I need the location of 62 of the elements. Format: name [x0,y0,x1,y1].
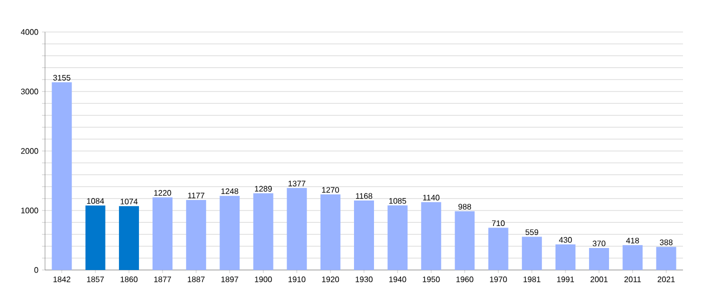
data-label: 418 [626,238,639,244]
data-label: 1377 [288,180,306,186]
bar [656,246,676,270]
bar [421,202,442,270]
x-tick-label: 1970 [490,276,507,282]
bar [118,206,139,270]
data-label: 1248 [221,188,238,194]
data-label: 988 [458,204,472,210]
x-tick-label: 2011 [624,276,641,282]
x-tick-label: 1857 [87,276,104,282]
bar [320,194,340,270]
bar [589,248,610,270]
data-label: 1168 [356,193,372,199]
data-label: 1270 [322,187,340,193]
x-tick-label: 1842 [54,276,70,282]
data-label: 1177 [188,192,204,198]
data-label: 1085 [389,198,406,204]
bar [85,205,106,270]
x-tick-label: 1897 [221,276,238,282]
bar [622,245,643,270]
x-tick-label: 2001 [590,276,608,282]
bar [354,200,374,270]
y-tick-label: 3000 [20,88,38,94]
y-tick-label: 1000 [21,208,38,214]
y-tick-label: 4000 [20,29,38,35]
bar [454,211,475,270]
x-tick-label: 1860 [120,276,138,282]
data-label: 710 [492,220,505,226]
data-label: 1140 [423,194,440,200]
data-label: 1220 [154,190,172,196]
data-label: 370 [592,240,606,246]
x-tick-label: 1940 [389,276,406,282]
y-tick-label: 0 [34,267,38,273]
data-label: 1289 [254,186,272,192]
x-tick-label: 1930 [356,276,373,282]
bar [522,236,542,270]
x-tick-label: 1991 [557,276,574,282]
bar [555,244,576,270]
data-label: 3155 [53,74,70,81]
x-tick-label: 1887 [188,276,205,282]
data-label: 388 [660,240,673,246]
x-tick-label: 1900 [254,276,272,282]
bar [488,228,508,270]
x-tick-label: 1960 [456,276,474,282]
bar [286,188,307,270]
bar [152,197,173,270]
x-tick-label: 2021 [658,276,675,282]
bar [388,205,408,270]
bar [52,82,72,270]
data-label: 1084 [87,198,104,204]
bar [186,200,206,270]
x-tick-label: 1981 [524,276,540,282]
x-tick-label: 1877 [154,276,172,282]
bar [220,196,240,270]
x-tick-label: 1920 [322,276,340,282]
bar [253,193,274,270]
x-tick-label: 1950 [422,276,440,282]
y-tick-label: 2000 [21,148,38,154]
x-tick-label: 1910 [288,276,306,282]
data-label: 1074 [120,198,138,204]
data-label: 559 [526,229,538,236]
data-label: 430 [558,237,572,243]
